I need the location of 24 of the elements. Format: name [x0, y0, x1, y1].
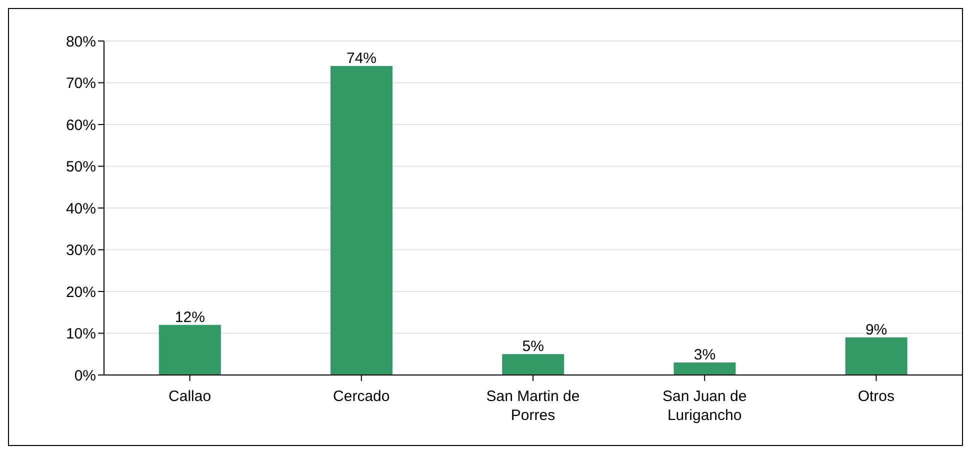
data-label: 9%: [865, 321, 888, 338]
y-tick-label: 50%: [66, 158, 96, 176]
data-label: 5%: [522, 338, 544, 356]
y-tick-label: 40%: [66, 200, 96, 218]
y-tick-label: 70%: [66, 75, 96, 92]
bar: [674, 362, 736, 375]
bar: [845, 337, 908, 375]
x-tick-label: San Juan de Lurigancho: [662, 388, 747, 424]
bar: [502, 354, 564, 375]
x-tick-label: Otros: [858, 388, 895, 405]
y-tick-label: 30%: [66, 242, 96, 260]
bar: [330, 66, 393, 375]
data-label: 12%: [174, 308, 205, 326]
y-tick-label: 80%: [66, 33, 96, 50]
y-tick-label: 10%: [66, 326, 96, 343]
x-tick-label: Callao: [168, 388, 212, 405]
data-label: 74%: [346, 50, 377, 68]
data-label: 3%: [694, 346, 716, 364]
y-tick-label: 20%: [66, 284, 96, 301]
bar: [158, 324, 221, 375]
y-tick-label: 60%: [66, 116, 96, 134]
y-tick-label: 0%: [74, 367, 96, 384]
x-tick-label: San Martin de Porres: [486, 388, 580, 424]
x-tick-label: Cercado: [333, 388, 390, 405]
